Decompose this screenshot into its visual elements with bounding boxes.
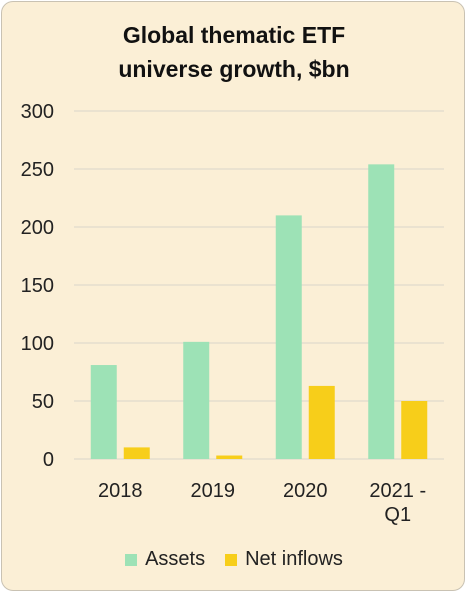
bar-net-inflows-2019 bbox=[216, 455, 243, 459]
y-tick-label-250: 250 bbox=[21, 159, 54, 181]
legend: Assets Net inflows bbox=[2, 548, 464, 571]
legend-label-assets: Assets bbox=[145, 548, 206, 570]
legend-item-assets: Assets bbox=[125, 548, 205, 571]
legend-swatch-net-inflows bbox=[225, 553, 238, 566]
y-tick-label-50: 50 bbox=[32, 391, 54, 413]
bar-net-inflows-2020 bbox=[308, 385, 335, 459]
bar-assets-2018 bbox=[90, 365, 117, 459]
y-tick-label-150: 150 bbox=[21, 275, 54, 297]
bar-assets-2019 bbox=[183, 341, 210, 459]
x-tick-label-2019: 2019 bbox=[191, 480, 236, 502]
bar-assets-2021-q1 bbox=[368, 164, 395, 460]
legend-label-net-inflows: Net inflows bbox=[245, 548, 343, 570]
y-tick-label-200: 200 bbox=[21, 217, 54, 239]
chart-title: Global thematic ETF universe growth, $bn bbox=[2, 18, 464, 86]
y-tick-label-0: 0 bbox=[43, 449, 54, 471]
chart-title-line-1: Global thematic ETF bbox=[122, 22, 346, 48]
y-tick-label-100: 100 bbox=[21, 333, 54, 355]
bar-chart: 0 50 100 150 200 250 300 2018 2019 2020 2021 -Q1 bbox=[21, 101, 444, 526]
y-tick-label-300: 300 bbox=[21, 101, 54, 123]
bar-assets-2020 bbox=[275, 215, 302, 459]
bar-net-inflows-2021-q1 bbox=[401, 401, 428, 459]
x-tick-label-2021-q1: 2021 -Q1 bbox=[369, 480, 426, 526]
chart-title-line-2: universe growth, $bn bbox=[118, 56, 350, 82]
legend-item-net-inflows: Net inflows bbox=[225, 548, 343, 571]
x-tick-label-2020: 2020 bbox=[283, 480, 328, 502]
bar-net-inflows-2018 bbox=[123, 447, 150, 459]
x-tick-label-2018: 2018 bbox=[98, 480, 143, 502]
legend-swatch-assets bbox=[125, 553, 138, 566]
